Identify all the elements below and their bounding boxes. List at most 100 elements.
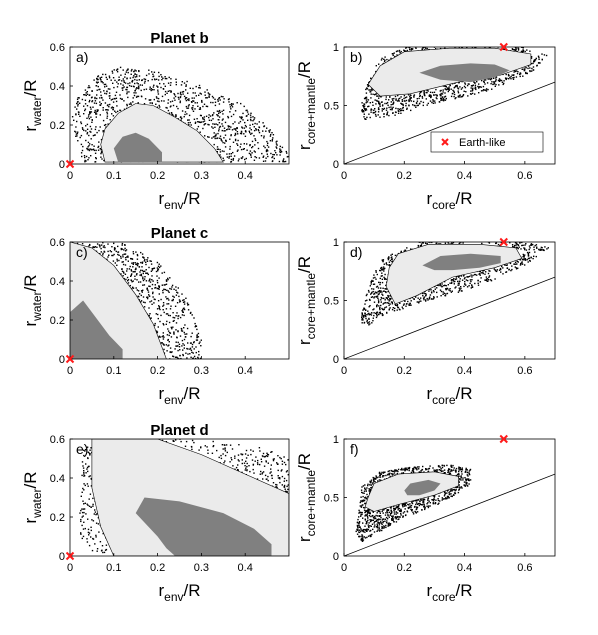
scatter-point — [516, 243, 518, 245]
scatter-point — [376, 285, 379, 288]
scatter-point — [99, 101, 101, 103]
scatter-point — [498, 269, 501, 271]
scatter-point — [192, 110, 195, 112]
scatter-point — [125, 249, 128, 251]
scatter-point — [229, 111, 231, 113]
scatter-point — [86, 123, 89, 126]
scatter-point — [87, 149, 89, 151]
scatter-point — [485, 79, 487, 81]
scatter-point — [151, 89, 154, 91]
scatter-point — [115, 250, 117, 253]
scatter-point — [203, 116, 206, 118]
scatter-point — [408, 105, 410, 107]
scatter-point — [245, 157, 247, 160]
scatter-point — [207, 136, 209, 138]
scatter-point — [495, 83, 497, 86]
scatter-point — [501, 265, 503, 268]
scatter-point — [76, 108, 78, 110]
scatter-point — [83, 113, 85, 115]
scatter-point — [488, 78, 490, 80]
scatter-point — [532, 66, 535, 68]
x-axis-suffix: /R — [184, 384, 201, 403]
scatter-point — [436, 287, 438, 289]
scatter-point — [217, 148, 220, 150]
scatter-point — [137, 263, 139, 265]
scatter-point — [183, 116, 185, 118]
scatter-point — [162, 292, 164, 294]
scatter-point — [165, 313, 168, 315]
scatter-point — [189, 121, 191, 124]
scatter-point — [162, 77, 164, 79]
scatter-point — [255, 128, 257, 130]
scatter-point — [189, 87, 191, 89]
scatter-point — [153, 298, 155, 300]
scatter-point — [142, 272, 144, 275]
scatter-point — [77, 97, 79, 99]
scatter-point — [166, 303, 168, 305]
scatter-point — [474, 93, 476, 95]
scatter-point — [270, 133, 272, 136]
scatter-point — [493, 81, 495, 83]
scatter-point — [151, 288, 153, 290]
scatter-point — [181, 91, 184, 93]
scatter-point — [454, 85, 457, 88]
scatter-point — [529, 247, 531, 249]
scatter-point — [195, 357, 197, 359]
scatter-point — [415, 296, 417, 298]
scatter-point — [150, 260, 152, 262]
scatter-point — [265, 157, 267, 159]
scatter-point — [221, 140, 223, 142]
scatter-point — [444, 85, 447, 88]
scatter-point — [163, 100, 165, 102]
scatter-point — [252, 120, 254, 122]
scatter-point — [146, 297, 149, 300]
scatter-point — [169, 287, 171, 290]
scatter-point — [154, 322, 156, 325]
scatter-point — [122, 254, 124, 256]
x-tick-label: 0 — [67, 365, 73, 377]
scatter-point — [175, 114, 177, 116]
scatter-point — [206, 97, 208, 99]
scatter-point — [152, 291, 154, 293]
scatter-point — [374, 111, 376, 114]
scatter-point — [132, 280, 134, 282]
scatter-point — [115, 111, 117, 114]
scatter-point — [375, 70, 377, 73]
scatter-point — [203, 120, 206, 122]
scatter-point — [140, 294, 142, 297]
scatter-point — [535, 57, 537, 60]
scatter-point — [512, 78, 515, 80]
scatter-point — [124, 247, 126, 250]
scatter-point — [443, 85, 445, 87]
scatter-point — [274, 150, 276, 152]
scatter-point — [205, 115, 208, 117]
scatter-point — [167, 90, 169, 92]
scatter-point — [135, 88, 137, 90]
scatter-point — [257, 142, 259, 144]
scatter-point — [222, 96, 224, 98]
scatter-point — [224, 134, 227, 136]
scatter-point — [167, 303, 170, 305]
scatter-point — [127, 256, 129, 258]
scatter-point — [215, 123, 217, 125]
scatter-point — [366, 319, 368, 321]
scatter-point — [264, 160, 267, 162]
scatter-point — [460, 275, 462, 277]
scatter-point — [498, 80, 501, 82]
scatter-point — [222, 157, 224, 159]
scatter-point — [173, 333, 175, 335]
scatter-point — [106, 115, 109, 117]
scatter-point — [193, 118, 196, 120]
scatter-point — [165, 283, 168, 285]
scatter-point — [485, 90, 488, 92]
scatter-point — [99, 104, 102, 106]
scatter-point — [109, 103, 111, 106]
scatter-point — [244, 158, 246, 161]
scatter-point — [208, 119, 211, 121]
scatter-point — [164, 90, 167, 93]
scatter-point — [387, 302, 389, 304]
scatter-point — [236, 143, 238, 145]
scatter-point — [373, 312, 375, 314]
scatter-point — [384, 301, 386, 304]
scatter-point — [370, 97, 372, 99]
